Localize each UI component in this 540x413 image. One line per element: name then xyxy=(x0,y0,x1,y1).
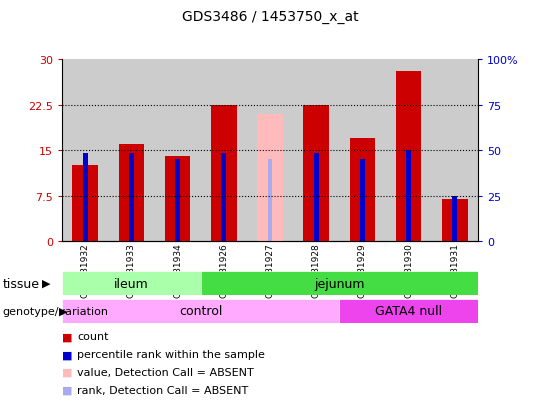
Text: genotype/variation: genotype/variation xyxy=(3,306,109,316)
Text: ■: ■ xyxy=(62,349,72,359)
Text: count: count xyxy=(77,332,109,342)
Text: rank, Detection Call = ABSENT: rank, Detection Call = ABSENT xyxy=(77,385,248,395)
Bar xyxy=(154,60,201,242)
Bar xyxy=(109,60,154,242)
Bar xyxy=(431,60,478,242)
Text: ▶: ▶ xyxy=(42,278,51,288)
Bar xyxy=(314,154,319,242)
Bar xyxy=(62,299,339,323)
Text: value, Detection Call = ABSENT: value, Detection Call = ABSENT xyxy=(77,367,254,377)
Bar xyxy=(201,60,247,242)
Bar xyxy=(442,199,468,242)
Bar xyxy=(62,271,201,295)
Text: GATA4 null: GATA4 null xyxy=(375,304,442,318)
Bar xyxy=(211,105,237,242)
Bar xyxy=(396,72,421,242)
Bar xyxy=(406,151,411,242)
Bar xyxy=(360,160,364,242)
Bar xyxy=(62,60,109,242)
Text: tissue: tissue xyxy=(3,277,40,290)
Text: GDS3486 / 1453750_x_at: GDS3486 / 1453750_x_at xyxy=(181,10,359,24)
Bar xyxy=(293,60,339,242)
Text: jejunum: jejunum xyxy=(314,277,364,290)
Text: percentile rank within the sample: percentile rank within the sample xyxy=(77,349,265,359)
Bar xyxy=(386,60,431,242)
Bar xyxy=(303,105,329,242)
Bar xyxy=(339,60,386,242)
Text: ▶: ▶ xyxy=(59,306,68,316)
Bar xyxy=(83,154,87,242)
Bar xyxy=(129,154,134,242)
Bar xyxy=(201,271,478,295)
Bar xyxy=(72,166,98,242)
Bar xyxy=(257,114,283,242)
Text: ■: ■ xyxy=(62,332,72,342)
Text: ■: ■ xyxy=(62,385,72,395)
Bar xyxy=(268,160,272,242)
Text: control: control xyxy=(179,304,222,318)
Bar xyxy=(176,160,180,242)
Bar xyxy=(119,145,144,242)
Bar xyxy=(339,299,478,323)
Bar xyxy=(247,60,293,242)
Bar xyxy=(453,196,457,242)
Bar xyxy=(350,139,375,242)
Text: ileum: ileum xyxy=(114,277,149,290)
Bar xyxy=(221,154,226,242)
Text: ■: ■ xyxy=(62,367,72,377)
Bar xyxy=(165,157,190,242)
